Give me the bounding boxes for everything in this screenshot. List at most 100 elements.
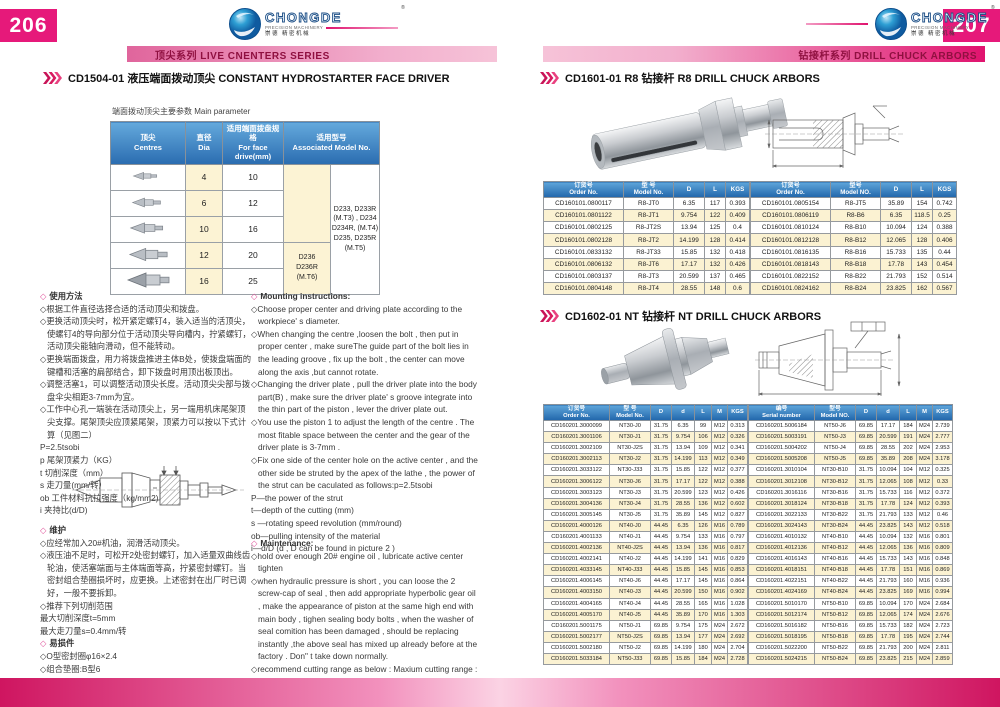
diamond-bullet-icon: ◇ [40,525,47,535]
table-row: CD160201.4001133 NT40-J1 44.45 9.754 133 M16 0… [543,530,748,544]
cell: M12 [711,464,728,477]
cell: 0.902 [727,586,748,599]
cell: M24 [711,652,728,666]
cell: 170 [899,597,917,610]
table-row: CD160201.4002136 NT40-J2S 44.45 13.94 136 M16… [543,542,748,555]
brand-chinese: 崇德 精密机械 [265,30,311,37]
cell: R8-JT0 [623,196,674,211]
cell: 150 [694,586,712,599]
cell: CD160101.0806119 [750,209,831,223]
table-row: CD160201.5001175 NT50-J1 69.85 9.754 175 M24 2… [543,619,748,632]
dia-cell: 12 [185,241,223,269]
main-parameter-table: 顶尖 Centres 直径 Dia 适用端面拨盘规格 For face driv… [110,121,380,295]
dia-cell: 4 [185,163,223,191]
table-row: CD160101.0802128 R8-JT2 14.199 128 0.414 [543,233,750,247]
cell: 31.75 [650,475,672,488]
centre-cell [110,241,186,269]
cell: CD160201.4018151 [748,564,815,577]
cell: NT50-B22 [814,641,856,654]
cell: NT30-J2 [609,453,651,466]
cell: CD160201.5018195 [748,630,815,643]
cell: M12 [711,486,728,499]
face-cell: 10 [222,163,284,191]
header-centres: 顶尖 Centres [110,121,186,165]
face-cell: 25 [222,267,284,295]
text-line: P=2.5tsobi [40,442,80,453]
cell: M24 [916,608,933,621]
cell: 0.418 [725,245,750,259]
header-cell: 订货号 Order No. [543,181,624,198]
table-row: CD160101.0816135 R8-B16 15.733 135 0.44 [750,245,957,259]
wear-list-cn: ◇O型密封圈φ16×2.4 ◇组合垫圈:B型6 [40,650,252,675]
cell: M12 [916,464,933,477]
nt-arbor-photo [601,328,730,390]
cell: 31.75 [855,508,877,521]
cell: M24 [711,641,728,654]
cell: 0.801 [932,530,953,544]
face-cell: 16 [222,215,284,243]
cell: 10.094 [876,530,900,544]
cell: NT30-J2S [609,442,651,455]
cell: 2.704 [727,641,748,654]
cell: 9.754 [673,209,705,223]
cell: R8-JT4 [623,282,674,296]
cell: 200 [899,641,917,654]
text-line: ◇Changing the driver plate , pull the dr… [251,379,477,415]
cell: 141 [694,553,712,566]
text-line: ◇O型密封圈φ16×2.4 [40,651,118,662]
cell: NT40-J6 [609,575,651,588]
table-row: CD160101.0802125 R8-JT2S 13.94 125 0.4 [543,221,750,235]
cell: 69.85 [855,608,877,621]
cell: 0.393 [725,196,750,211]
nt-dimension-drawing [755,321,901,396]
r8-dimension-drawing [765,105,905,168]
header-model: 适用型号 Associated Model No. [283,121,380,165]
cell: CD160201.5004202 [748,442,815,455]
cell: CD160201.3001106 [543,431,610,444]
cell: NT40-B18 [814,564,856,577]
cell: 0.454 [932,257,957,272]
cell: NT30-B22 [814,508,856,521]
cell: 6.35 [880,209,912,223]
cell: NT30-J3 [609,486,651,499]
cell: 191 [899,431,917,444]
cell: M16 [916,586,933,599]
table-row: CD160101.0805154 R8-JT5 35.89 154 0.742 [750,196,957,211]
cell: 0.326 [727,431,748,444]
cell: 44.45 [855,586,877,599]
section-title-text: CD1602-01 NT 钻接杆 NT DRILL CHUCK ARBORS [565,311,822,323]
cell: 17.78 [876,564,900,577]
table-row: CD160201.4003150 NT40-J3 44.45 20.599 150 M16… [543,586,748,599]
cell: R8-JT33 [623,245,674,259]
cell: 0.797 [727,530,748,544]
cell: 184 [899,419,917,433]
cell: 174 [899,608,917,621]
cell: 0.426 [725,257,750,272]
cell: R8-B10 [830,221,881,235]
cell: 162 [911,282,933,296]
brand-name: CHONGDE [911,9,988,26]
centre-icon [132,171,158,181]
text-line: t—depth of the cutting (mm) [251,505,354,516]
cell: 17.17 [671,575,695,588]
centre-icon [131,197,161,207]
cell: 145 [694,564,712,577]
cell: M16 [711,564,728,577]
mounting-heading-en: ◇ Mounting instructions: [251,291,351,301]
table-row: CD160201.5012174 NT50-B12 69.85 12.065 174 M2… [748,608,953,621]
section-title-cd1601: CD1601-01 R8 钻接杆 R8 DRILL CHUCK ARBORS [540,70,820,86]
cell: 154 [911,196,933,211]
table-row: CD160101.0812128 R8-B12 12.065 128 0.406 [750,233,957,247]
table-row: CD160201.3005145 NT30-J5 31.75 35.89 145 M12 0… [543,508,748,521]
cell: 2.684 [932,597,953,610]
header-row: 订货号 Order No. 型号 Model NO. D L KGS [750,181,957,198]
cell: M12 [711,419,728,433]
cell: M16 [711,553,728,566]
cell: 21.793 [876,641,900,654]
dia-cell: 10 [185,215,223,243]
cell: 124 [899,497,917,510]
cell: NT40-J33 [609,564,651,577]
r8-table: 订货号 Order No. 型 号 Model No. D L KGS CD160101… [543,181,957,296]
